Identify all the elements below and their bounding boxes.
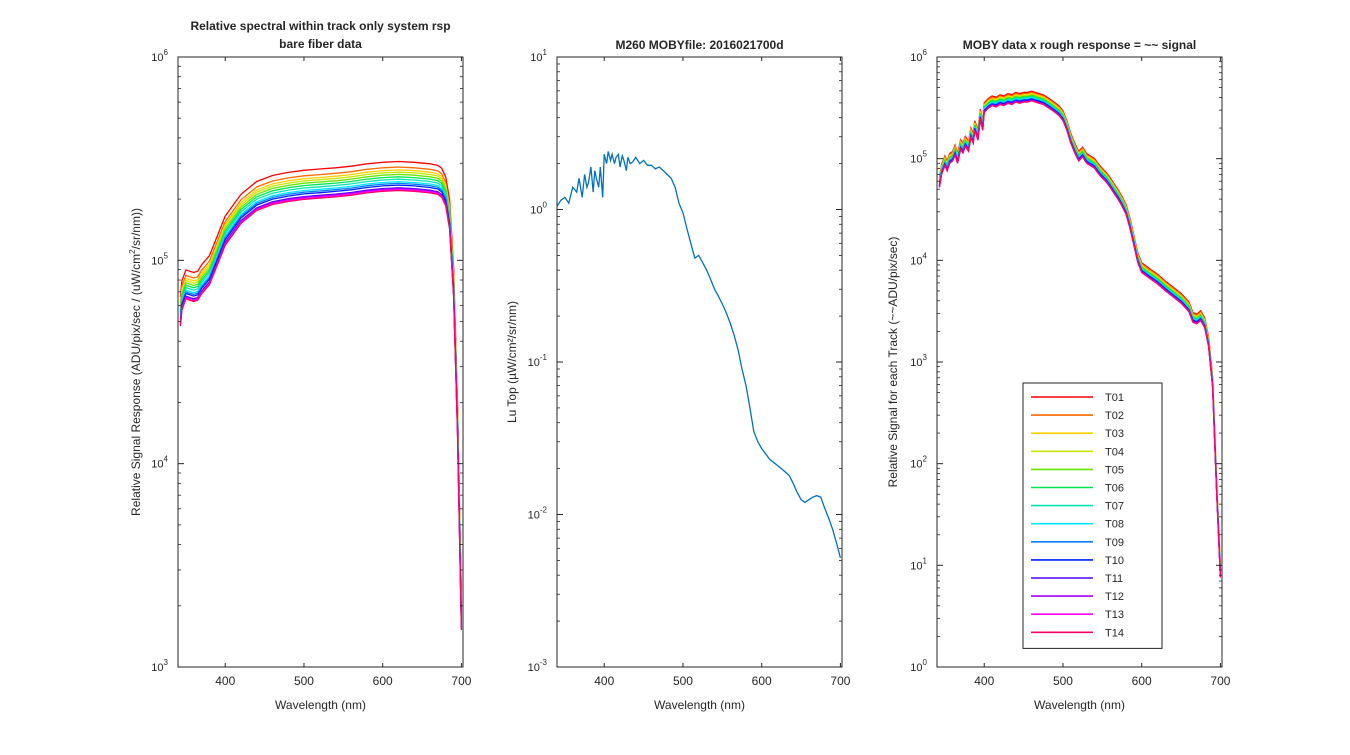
y-tick-label: 100: [530, 201, 547, 217]
x-tick-label: 700: [1210, 674, 1230, 688]
axes-frame: [556, 56, 843, 668]
y-tick-label: 105: [151, 251, 168, 267]
series-line-t12: [179, 188, 463, 629]
y-axis-label: Relative Signal for each Track (~~ADU/pi…: [886, 237, 900, 488]
y-tick-label: 103: [910, 353, 927, 369]
legend-label-t13: T13: [1105, 609, 1124, 621]
legend-label-t07: T07: [1105, 501, 1124, 513]
chart-panel-2: 400 500 600 700 10-3 10-2 10-1 100 101 M260 MOBYf…: [505, 38, 851, 712]
y-axis-label: Relative Signal Response (ADU/pix/sec / …: [128, 208, 143, 516]
series-group: [179, 160, 463, 631]
y-tick-label: 10-1: [528, 353, 548, 369]
x-axis-label: Wavelength (nm): [1034, 698, 1125, 712]
x-tick-label: 400: [594, 674, 614, 688]
chart-title: Relative spectral within track only syst…: [190, 19, 450, 33]
y-tick-label: 101: [530, 48, 547, 64]
legend-label-t02: T02: [1105, 410, 1124, 422]
legend-label-t10: T10: [1105, 555, 1124, 567]
series-line-t02: [179, 166, 463, 607]
legend-label-t12: T12: [1105, 591, 1124, 603]
series-line-t09: [179, 182, 463, 623]
y-axis-label: Lu Top (µW/cm²/sr/nm): [505, 301, 519, 423]
series-line-t07: [179, 178, 463, 619]
chart-panel-3: 400 500 600 700 100 101 102 103 104 105 106 MOBY da…: [886, 38, 1231, 712]
x-tick-label: 700: [830, 674, 850, 688]
legend-label-t03: T03: [1105, 428, 1124, 440]
y-tick-label: 105: [910, 150, 927, 166]
x-tick-label: 600: [1132, 674, 1152, 688]
legend-label-t04: T04: [1105, 446, 1124, 458]
series-line-t10: [179, 184, 463, 625]
chart-title: MOBY data x rough response = ~~ signal: [963, 38, 1197, 52]
x-tick-label: 500: [1053, 674, 1073, 688]
x-axis-label: Wavelength (nm): [275, 698, 366, 712]
y-tick-label: 100: [910, 658, 927, 674]
legend-label-t08: T08: [1105, 519, 1124, 531]
series-line-1: [557, 151, 842, 558]
series-group: [557, 151, 842, 558]
axes-frame: [936, 56, 1223, 668]
series-line-t06: [179, 176, 463, 617]
series-group: [938, 90, 1222, 578]
y-tick-label: 104: [910, 251, 927, 267]
series-line-t01: [179, 160, 463, 602]
series-line-t08: [179, 181, 463, 622]
chart-title: bare fiber data: [279, 37, 362, 51]
x-tick-label: 400: [215, 674, 235, 688]
y-tick-label: 10-2: [528, 506, 548, 522]
x-axis-label: Wavelength (nm): [654, 698, 745, 712]
y-tick-label: 10-3: [528, 658, 548, 674]
legend: T01 T02 T03 T04 T05 T06 T07 T08 T09 T10 T11 T12 T13 T…: [1022, 382, 1163, 649]
y-tick-label: 106: [151, 48, 168, 64]
y-tick-label: 103: [151, 658, 168, 674]
series-line-t11: [179, 187, 463, 628]
series-line-t13: [179, 188, 463, 630]
chart-title: M260 MOBYfile: 2016021700d: [615, 38, 783, 52]
x-tick-label: 600: [373, 674, 393, 688]
y-tick-label: 102: [910, 455, 927, 471]
series-line-t04: [179, 171, 463, 612]
axes-frame: [177, 56, 464, 668]
legend-label-t01: T01: [1105, 392, 1124, 404]
x-tick-label: 500: [673, 674, 693, 688]
series-line-t14: [179, 189, 463, 631]
chart-panel-1: 400 500 600 700 103 104 105 106 Relative spectra…: [128, 19, 472, 712]
y-tick-label: 101: [910, 556, 927, 572]
series-line-t05: [179, 173, 463, 614]
legend-label-t06: T06: [1105, 483, 1124, 495]
x-tick-label: 600: [752, 674, 772, 688]
y-tick-label: 106: [910, 48, 927, 64]
x-tick-label: 400: [974, 674, 994, 688]
y-tick-label: 104: [151, 455, 168, 471]
series-line-t03: [179, 169, 463, 610]
x-tick-label: 700: [451, 674, 471, 688]
legend-label-t05: T05: [1105, 464, 1124, 476]
series-line-t14: [938, 100, 1222, 578]
legend-label-t11: T11: [1105, 573, 1123, 585]
legend-label-t14: T14: [1105, 627, 1124, 639]
legend-box: [1022, 382, 1163, 649]
legend-label-t09: T09: [1105, 537, 1124, 549]
x-tick-label: 500: [294, 674, 314, 688]
